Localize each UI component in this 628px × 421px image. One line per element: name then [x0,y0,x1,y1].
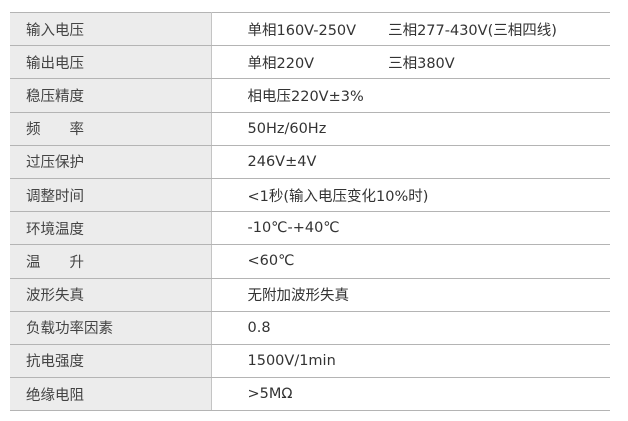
spec-value-cell: <60℃ [211,244,610,279]
spec-value: <60℃ [247,253,295,270]
spec-value-cell: <1秒(输入电压变化10%时) [211,177,610,213]
table-row: 波形失真 无附加波形失真 [10,277,610,312]
spec-value: -10℃-+40℃ [247,220,340,237]
spec-value: 1500V/1min [247,352,336,369]
table-row: 环境温度 -10℃-+40℃ [10,211,610,246]
spec-value-secondary: 三相277-430V(三相四线) [388,22,557,39]
spec-value-secondary: 三相380V [388,55,455,72]
spec-label: 稳压精度 [10,78,212,113]
spec-value: 246V±4V [247,153,317,170]
spec-value-cell: 0.8 [211,310,610,345]
spec-value-cell: 单相220V 三相380V [211,45,610,80]
table-row: 过压保护 246V±4V [10,144,610,179]
spec-value: 无附加波形失真 [247,288,350,305]
table-row: 频 率 50Hz/60Hz [10,111,610,146]
spec-label: 频 率 [10,111,212,146]
spec-value-cell: 1500V/1min [211,343,610,379]
table-row: 负载功率因素 0.8 [10,310,610,345]
spec-label: 温 升 [10,244,212,279]
spec-value: 相电压220V±3% [247,88,364,105]
spec-value-cell: 50Hz/60Hz [211,111,610,146]
table-row: 抗电强度 1500V/1min [10,343,610,379]
spec-value-cell: -10℃-+40℃ [211,211,610,246]
spec-label: 调整时间 [10,177,212,213]
spec-table: 输入电压 单相160V-250V 三相277-430V(三相四线) 输出电压 单相220… [10,11,610,412]
spec-label: 输入电压 [10,11,212,47]
spec-label: 过压保护 [10,144,212,179]
spec-value: 单相160V-250V [247,22,357,39]
table-row: 输入电压 单相160V-250V 三相277-430V(三相四线) [10,11,610,47]
spec-value-cell: >5MΩ [211,377,610,412]
spec-label: 输出电压 [10,45,212,80]
table-row: 温 升 <60℃ [10,244,610,279]
spec-value: >5MΩ [247,386,293,403]
spec-value: 单相220V [247,55,315,72]
spec-label: 负载功率因素 [10,310,212,345]
spec-value: 50Hz/60Hz [247,120,327,137]
table-row: 输出电压 单相220V 三相380V [10,45,610,80]
table-row: 调整时间 <1秒(输入电压变化10%时) [10,177,610,213]
spec-label: 绝缘电阻 [10,377,212,412]
spec-label: 抗电强度 [10,343,212,379]
spec-value-cell: 无附加波形失真 [211,277,610,312]
spec-value-cell: 246V±4V [211,144,610,179]
spec-value: <1秒(输入电压变化10%时) [247,188,429,205]
spec-value: 0.8 [247,319,271,336]
spec-value-cell: 相电压220V±3% [211,78,610,113]
table-row: 稳压精度 相电压220V±3% [10,78,610,113]
spec-label: 波形失真 [10,277,212,312]
spec-value-cell: 单相160V-250V 三相277-430V(三相四线) [211,11,610,47]
table-row: 绝缘电阻 >5MΩ [10,377,610,412]
spec-label: 环境温度 [10,211,212,246]
